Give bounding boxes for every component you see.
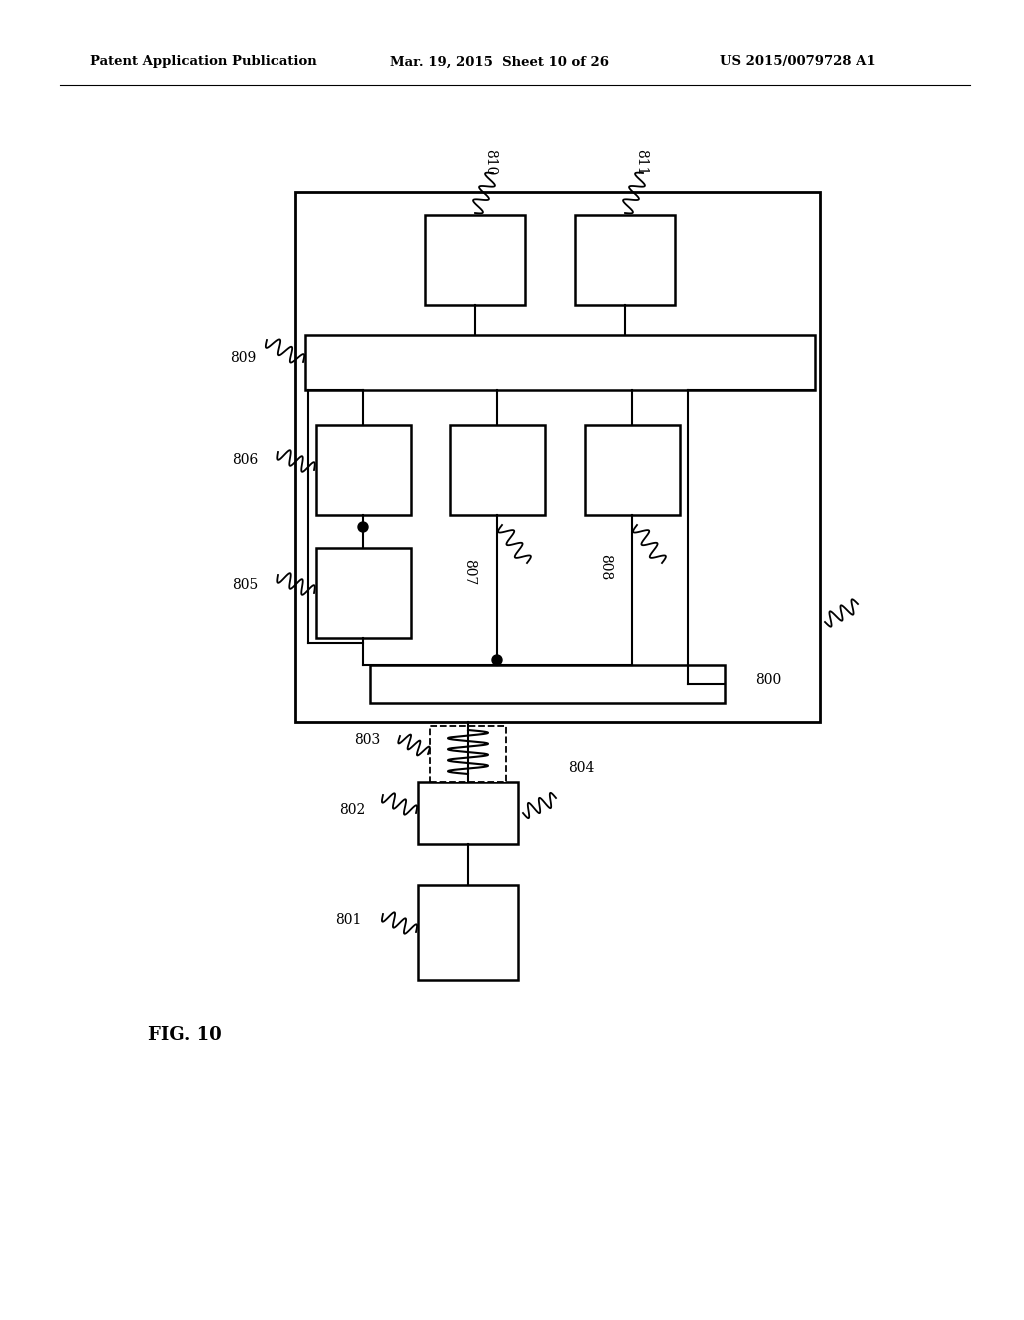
Bar <box>425 215 525 305</box>
Bar <box>370 665 725 704</box>
Bar <box>305 335 815 389</box>
Text: FIG. 10: FIG. 10 <box>148 1026 222 1044</box>
Text: 807: 807 <box>462 558 476 585</box>
Text: US 2015/0079728 A1: US 2015/0079728 A1 <box>720 55 876 69</box>
Text: 811: 811 <box>634 149 648 176</box>
Bar <box>418 781 518 843</box>
Text: 805: 805 <box>231 578 258 591</box>
Text: 806: 806 <box>231 453 258 467</box>
Text: 809: 809 <box>229 351 256 366</box>
Bar <box>585 425 680 515</box>
Bar <box>316 425 411 515</box>
Circle shape <box>358 521 368 532</box>
Text: 801: 801 <box>336 913 362 927</box>
Text: 810: 810 <box>483 149 497 176</box>
Bar <box>450 425 545 515</box>
Bar <box>295 191 820 722</box>
Bar <box>418 884 518 979</box>
Bar <box>430 726 506 781</box>
Circle shape <box>492 655 502 665</box>
Text: Patent Application Publication: Patent Application Publication <box>90 55 316 69</box>
Text: 802: 802 <box>339 803 365 817</box>
Text: 804: 804 <box>568 762 594 775</box>
Text: 803: 803 <box>353 733 380 747</box>
Text: Mar. 19, 2015  Sheet 10 of 26: Mar. 19, 2015 Sheet 10 of 26 <box>390 55 609 69</box>
Bar <box>316 548 411 638</box>
Bar <box>575 215 675 305</box>
Text: 808: 808 <box>598 554 612 579</box>
Text: 800: 800 <box>755 673 781 686</box>
